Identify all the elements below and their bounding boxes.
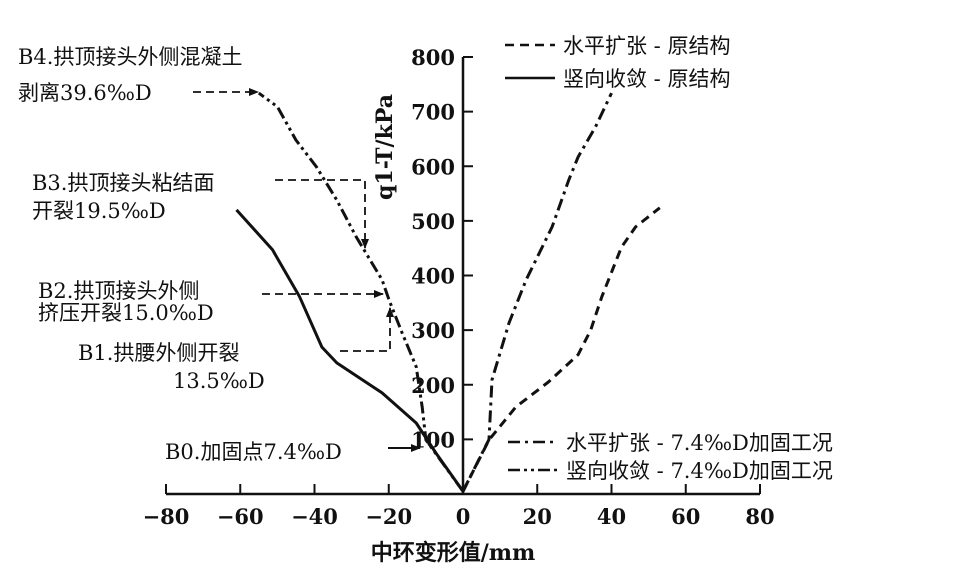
- series-line-0: [461, 206, 661, 492]
- x-tick-label: −20: [365, 504, 412, 529]
- legend-label-3: 竖向收敛 - 7.4‰D加固工况: [566, 459, 833, 483]
- series-line-2: [461, 92, 613, 492]
- annotation-B3-text: B3.拱顶接头粘结面: [32, 171, 214, 195]
- x-tick-label: −40: [291, 504, 338, 529]
- annotation-B4-text: B4.拱顶接头外侧混凝土: [18, 45, 242, 69]
- annotation-arrow-B3: [275, 179, 369, 249]
- legend-label-2: 水平扩张 - 7.4‰D加固工况: [566, 431, 833, 455]
- annotation-B2-text: 挤压开裂15.0‰D: [38, 301, 214, 325]
- legend-label-0: 水平扩张 - 原结构: [563, 34, 730, 58]
- annotation-B1-text: 13.5‰D: [173, 369, 265, 393]
- x-tick-label: 60: [671, 504, 700, 529]
- annotation-B4-text: 剥离39.6‰D: [18, 81, 152, 105]
- axes: −80 −60 −40 −20 0 20 40 60 801002003004005006007…: [143, 45, 775, 529]
- y-tick-label: 600: [411, 154, 455, 179]
- x-tick-label: 40: [597, 504, 626, 529]
- x-tick-label: 0: [456, 504, 471, 529]
- y-tick-label: 500: [411, 209, 455, 234]
- annotation-arrow-B1: [340, 307, 394, 352]
- series-group: [235, 91, 661, 493]
- y-tick-label: 400: [411, 264, 455, 289]
- y-tick-label: 300: [411, 318, 455, 343]
- series-line-1: [235, 208, 465, 493]
- y-axis-label: q1-T/kPa: [372, 94, 398, 200]
- annotation-B2-text: B2.拱顶接头外侧: [38, 279, 199, 303]
- x-tick-label: 80: [745, 504, 774, 529]
- x-tick-label: 20: [523, 504, 552, 529]
- x-axis-label: 中环变形值/mm: [371, 540, 536, 566]
- annotation-B1-text: B1.拱腰外侧开裂: [78, 341, 239, 365]
- y-tick-label: 800: [411, 45, 455, 70]
- annotation-B0-text: B0.加固点7.4‰D: [165, 440, 342, 464]
- x-tick-label: −60: [217, 504, 264, 529]
- legend-label-1: 竖向收敛 - 原结构: [563, 67, 730, 91]
- x-tick-label: −80: [143, 504, 190, 529]
- annotation-B3-text: 开裂19.5‰D: [32, 199, 166, 223]
- series-line-3: [257, 91, 465, 493]
- y-tick-label: 700: [411, 100, 455, 125]
